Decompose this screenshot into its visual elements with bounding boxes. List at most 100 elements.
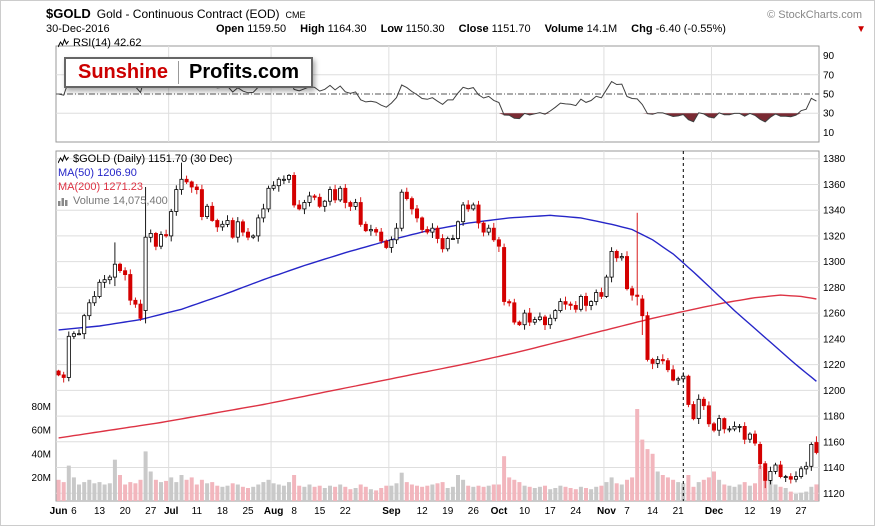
quote-high-label: High <box>300 23 325 35</box>
ma50-legend-row: MA(50) 1206.90 <box>58 166 232 180</box>
quote-close-value: 1151.70 <box>491 23 531 35</box>
quote-chg-label: Chg <box>631 23 653 35</box>
volume-bars-icon <box>58 198 68 206</box>
svg-text:1360: 1360 <box>823 180 846 191</box>
svg-text:1260: 1260 <box>823 309 846 320</box>
svg-text:60M: 60M <box>32 426 51 437</box>
svg-text:Aug: Aug <box>264 506 283 517</box>
svg-text:27: 27 <box>145 506 157 517</box>
svg-text:24: 24 <box>570 506 582 517</box>
svg-text:30: 30 <box>823 109 835 120</box>
quote-volume-label: Volume <box>544 23 584 35</box>
svg-text:1380: 1380 <box>823 154 846 165</box>
svg-text:25: 25 <box>242 506 254 517</box>
svg-text:Dec: Dec <box>705 506 724 517</box>
rsi-legend-row: RSI(14) 42.62 <box>58 37 141 49</box>
indicator-icon <box>58 153 69 163</box>
svg-text:Sep: Sep <box>382 506 400 517</box>
ma200-legend-row: MA(200) 1271.23 <box>58 180 232 194</box>
svg-text:50: 50 <box>823 90 835 101</box>
svg-text:1220: 1220 <box>823 360 846 371</box>
svg-text:40M: 40M <box>32 449 51 460</box>
quote-chg-value: -6.40 (-0.55%) <box>655 23 726 35</box>
svg-text:10: 10 <box>519 506 531 517</box>
quote-bar: 30-Dec-2016 Open 1159.50 High 1164.30 Lo… <box>46 23 844 35</box>
svg-text:19: 19 <box>770 506 782 517</box>
quote-date: 30-Dec-2016 <box>46 23 110 35</box>
svg-text:1340: 1340 <box>823 206 846 217</box>
svg-text:1140: 1140 <box>823 463 845 474</box>
price-title-row: $GOLD (Daily) 1151.70 (30 Dec) <box>58 152 232 166</box>
svg-text:1160: 1160 <box>823 437 845 448</box>
price-legend-block: $GOLD (Daily) 1151.70 (30 Dec) MA(50) 12… <box>58 152 232 208</box>
sunshineprofits-logo: Sunshine Profits.com <box>64 57 314 88</box>
svg-text:19: 19 <box>442 506 454 517</box>
svg-text:1280: 1280 <box>823 283 846 294</box>
price-direction-down-icon: ▼ <box>856 24 866 35</box>
quote-low-label: Low <box>380 23 403 35</box>
quote-volume-value: 14.1M <box>586 23 618 35</box>
quote-high: High 1164.30 <box>300 23 366 35</box>
svg-text:10: 10 <box>823 128 835 139</box>
svg-text:17: 17 <box>545 506 557 517</box>
svg-text:1180: 1180 <box>823 412 845 423</box>
quote-open-value: 1159.50 <box>247 23 287 35</box>
price-panel-frame <box>55 150 820 502</box>
logo-part1: Sunshine <box>78 61 169 83</box>
logo-divider <box>178 61 180 84</box>
svg-text:1240: 1240 <box>823 334 846 345</box>
svg-text:1120: 1120 <box>823 489 845 500</box>
rsi-legend: RSI(14) 42.62 <box>73 37 142 49</box>
svg-text:70: 70 <box>823 70 835 81</box>
volume-legend-row: Volume 14,075,400 <box>58 194 232 208</box>
svg-text:12: 12 <box>417 506 429 517</box>
quote-close: Close 1151.70 <box>459 23 531 35</box>
quote-volume: Volume 14.1M <box>545 23 618 35</box>
svg-text:22: 22 <box>340 506 352 517</box>
svg-text:11: 11 <box>192 506 203 517</box>
svg-text:80M: 80M <box>32 402 51 413</box>
svg-text:12: 12 <box>744 506 756 517</box>
svg-text:6: 6 <box>71 506 77 517</box>
quote-low-value: 1150.30 <box>405 23 445 35</box>
ma200-line <box>58 294 817 439</box>
svg-text:90: 90 <box>823 51 835 62</box>
svg-text:27: 27 <box>796 506 808 517</box>
price-title: $GOLD (Daily) 1151.70 (30 Dec) <box>73 153 233 165</box>
svg-text:Oct: Oct <box>491 506 508 517</box>
copyright: © StockCharts.com <box>767 9 862 21</box>
chart-header: $GOLD Gold - Continuous Contract (EOD) C… <box>46 6 862 21</box>
instrument-name: Gold - Continuous Contract (EOD) <box>96 7 280 21</box>
svg-text:18: 18 <box>217 506 229 517</box>
rsi-panel: 10 30 50 70 90 <box>55 45 835 143</box>
volume-legend: Volume 14,075,400 <box>73 195 168 207</box>
svg-text:Jun: Jun <box>50 506 68 517</box>
quote-open-label: Open <box>216 23 245 35</box>
exchange-label: CME <box>285 10 306 20</box>
axis-labels: 1120114011601180120012201240126012801300… <box>32 154 846 517</box>
quote-open: Open 1159.50 <box>216 23 286 35</box>
svg-text:15: 15 <box>314 506 326 517</box>
quote-low: Low 1150.30 <box>381 23 445 35</box>
svg-text:20M: 20M <box>32 473 51 484</box>
quote-chg: Chg -6.40 (-0.55%) <box>631 23 726 35</box>
svg-text:13: 13 <box>94 506 106 517</box>
svg-text:8: 8 <box>291 506 297 517</box>
volume-bars <box>56 409 819 501</box>
svg-text:26: 26 <box>468 506 480 517</box>
ma50-legend: MA(50) 1206.90 <box>58 167 137 179</box>
quote-high-value: 1164.30 <box>327 23 367 35</box>
ticker-symbol: $GOLD <box>46 6 91 21</box>
svg-text:Nov: Nov <box>597 506 616 517</box>
svg-text:Jul: Jul <box>164 506 179 517</box>
price-panel <box>55 150 820 502</box>
logo-part2: Profits.com <box>189 61 300 83</box>
svg-text:1320: 1320 <box>823 231 846 242</box>
svg-text:1200: 1200 <box>823 386 846 397</box>
ma200-legend: MA(200) 1271.23 <box>58 181 143 193</box>
svg-text:20: 20 <box>120 506 132 517</box>
candles-layer <box>56 162 819 489</box>
svg-text:21: 21 <box>673 506 685 517</box>
